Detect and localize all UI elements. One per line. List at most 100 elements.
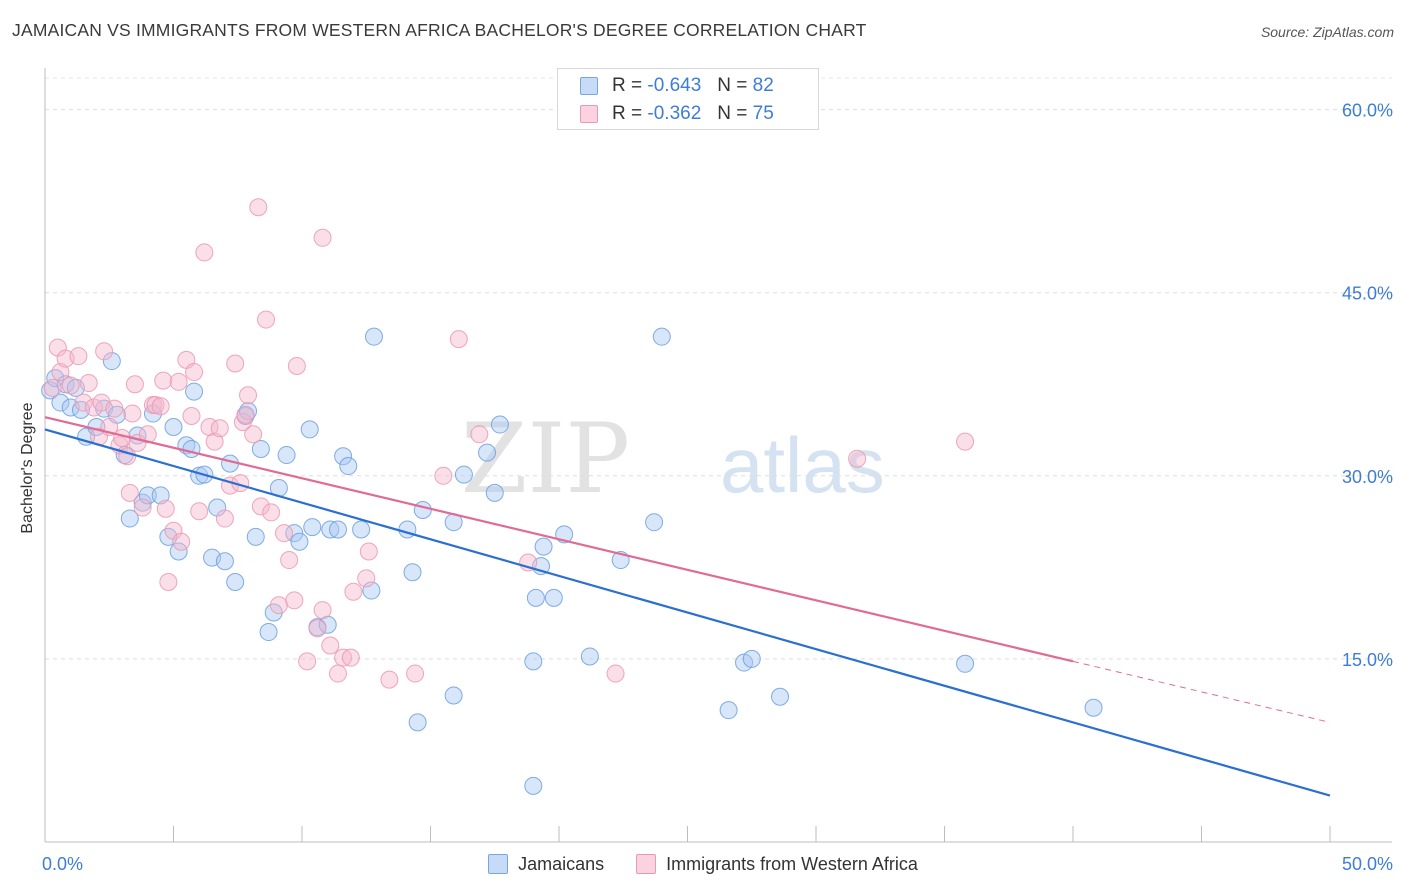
y-tick-label: 30.0%	[1342, 467, 1393, 487]
data-point	[300, 420, 319, 439]
series-legend-item-western-africa: Immigrants from Western Africa	[636, 854, 918, 875]
data-point	[156, 499, 175, 518]
data-point	[339, 457, 358, 476]
data-point	[771, 687, 790, 706]
data-point	[257, 310, 276, 329]
data-point	[454, 465, 473, 484]
data-point	[246, 527, 265, 546]
series-swatch-western-africa	[636, 854, 657, 874]
data-point	[303, 518, 322, 537]
data-point	[249, 198, 268, 217]
data-point	[169, 372, 188, 391]
legend-swatch-western-africa	[580, 105, 598, 123]
data-point	[277, 446, 296, 465]
data-point	[287, 356, 306, 375]
x-tick-label-min: 0.0%	[42, 854, 83, 874]
data-point	[236, 405, 255, 424]
data-point	[215, 509, 234, 528]
data-point	[956, 432, 975, 451]
data-point	[105, 399, 124, 418]
data-point	[313, 601, 332, 620]
legend-r-label: R =	[612, 75, 643, 96]
legend-row-western-africa: R = -0.362 N = 75	[580, 100, 774, 128]
data-point	[524, 776, 543, 795]
data-point	[524, 652, 543, 671]
data-point	[534, 537, 553, 556]
trend-line-extension	[1072, 660, 1331, 723]
data-point	[313, 228, 332, 247]
data-point	[239, 386, 258, 405]
legend-r-label: R =	[612, 103, 643, 124]
data-point	[364, 327, 383, 346]
data-point	[259, 623, 278, 642]
data-point	[79, 374, 98, 393]
data-point	[380, 670, 399, 689]
data-point	[51, 393, 70, 412]
data-point	[185, 363, 204, 382]
data-point	[580, 647, 599, 666]
series-legend-item-jamaicans: Jamaicans	[488, 854, 604, 875]
data-point	[120, 509, 139, 528]
data-point	[652, 327, 671, 346]
data-point	[185, 382, 204, 401]
data-point	[848, 449, 867, 468]
data-point	[328, 664, 347, 683]
data-point	[123, 404, 142, 423]
legend-n-value: 75	[752, 103, 774, 124]
data-point	[151, 486, 170, 505]
legend-r-value: -0.362	[647, 103, 702, 124]
data-point	[190, 502, 209, 521]
data-point	[125, 375, 144, 394]
data-point	[352, 520, 371, 539]
data-point	[226, 573, 245, 592]
data-point	[1084, 698, 1103, 717]
legend-row-jamaicans: R = -0.643 N = 82	[580, 72, 774, 100]
chart-title: JAMAICAN VS IMMIGRANTS FROM WESTERN AFRI…	[12, 20, 867, 40]
data-point	[251, 439, 270, 458]
data-point	[138, 425, 157, 444]
data-point	[159, 573, 178, 592]
series-legend: Jamaicans Immigrants from Western Africa	[0, 851, 1406, 877]
legend-n-label: N =	[717, 75, 748, 96]
data-point	[154, 371, 173, 390]
trend-line	[44, 416, 1074, 663]
data-point	[434, 466, 453, 485]
data-point	[275, 524, 294, 543]
data-point	[408, 713, 427, 732]
data-point	[406, 664, 425, 683]
data-point	[359, 542, 378, 561]
data-point	[956, 654, 975, 673]
data-point	[321, 636, 340, 655]
data-point	[151, 397, 170, 416]
data-point	[328, 520, 347, 539]
data-point	[403, 563, 422, 582]
data-point	[133, 498, 152, 517]
legend-r-value: -0.643	[647, 75, 702, 96]
data-point	[120, 483, 139, 502]
data-point	[470, 425, 489, 444]
data-point	[742, 649, 761, 668]
data-point	[95, 342, 114, 361]
data-point	[262, 503, 281, 522]
y-tick-label: 15.0%	[1342, 650, 1393, 670]
y-tick-label: 45.0%	[1342, 284, 1393, 304]
data-point	[290, 532, 309, 551]
axes	[44, 68, 1392, 843]
data-point	[43, 378, 62, 397]
data-point	[357, 569, 376, 588]
data-point	[344, 582, 363, 601]
data-point	[269, 596, 288, 615]
data-point	[606, 664, 625, 683]
series-label-western-africa: Immigrants from Western Africa	[666, 853, 918, 874]
watermark-atlas: atlas	[720, 421, 885, 509]
data-point	[182, 439, 201, 458]
data-point	[210, 419, 229, 438]
trend-lines	[44, 416, 1331, 797]
data-point	[485, 483, 504, 502]
data-point	[490, 415, 509, 434]
trend-line	[44, 428, 1331, 797]
data-point	[172, 532, 191, 551]
data-point	[195, 243, 214, 262]
data-point	[285, 524, 304, 543]
